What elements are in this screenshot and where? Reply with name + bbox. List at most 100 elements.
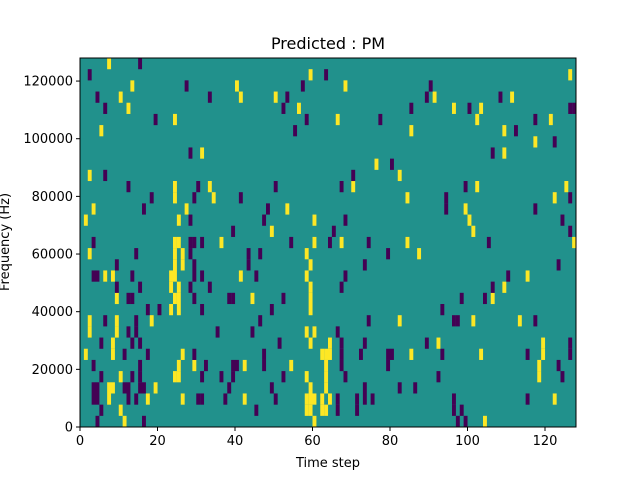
- heatmap-cell-high: [312, 393, 317, 405]
- heatmap-cell-high: [320, 348, 325, 360]
- heatmap-cell-low: [134, 248, 139, 260]
- heatmap-cell-low: [223, 393, 228, 405]
- heatmap-cell-high: [339, 236, 344, 249]
- heatmap-cell-low: [300, 80, 305, 92]
- heatmap-cell-low: [188, 248, 193, 260]
- heatmap-cell-high: [235, 80, 239, 92]
- heatmap-cell-high: [502, 281, 507, 293]
- heatmap-cell-high: [417, 248, 422, 260]
- heatmap-cell-high: [180, 393, 185, 405]
- heatmap-cell-low: [560, 371, 565, 383]
- heatmap-cell-low: [142, 415, 146, 428]
- heatmap-cell-low: [95, 91, 100, 103]
- heatmap-cell-high: [180, 248, 185, 260]
- heatmap-cell-low: [192, 348, 197, 360]
- heatmap-cell-high: [564, 181, 569, 193]
- heatmap-cell-low: [339, 337, 344, 349]
- heatmap-cell-high: [176, 304, 181, 316]
- heatmap-cell-low: [362, 393, 367, 405]
- heatmap-cell-high: [324, 348, 329, 360]
- heatmap-cell-low: [238, 192, 243, 204]
- heatmap-cell-low: [552, 136, 557, 148]
- heatmap-cell-low: [386, 359, 391, 372]
- heatmap-cell-low: [138, 359, 143, 372]
- heatmap-cell-high: [118, 371, 123, 383]
- heatmap-cell-high: [180, 348, 185, 360]
- heatmap-cell-high: [517, 315, 522, 327]
- heatmap-cell-low: [134, 393, 139, 405]
- heatmap-cell-high: [312, 214, 317, 226]
- heatmap-cell-high: [176, 292, 181, 305]
- heatmap-cell-low: [525, 393, 530, 405]
- heatmap-cell-low: [246, 259, 251, 271]
- heatmap-cell-low: [556, 359, 561, 372]
- heatmap-cell-low: [568, 225, 573, 237]
- y-tick-label: 40000: [32, 305, 73, 320]
- heatmap-cell-low: [390, 348, 394, 360]
- heatmap-cell-low: [339, 181, 344, 193]
- heatmap-cell-high: [552, 192, 557, 204]
- x-axis-label: Time step: [295, 456, 360, 471]
- heatmap-cell-low: [200, 236, 205, 249]
- heatmap-cell-high: [479, 102, 484, 114]
- y-axis-label: Frequency (Hz): [0, 193, 13, 291]
- heatmap-cell-low: [192, 292, 197, 305]
- heatmap-cell-high: [250, 292, 255, 305]
- heatmap-cell-high: [409, 125, 414, 137]
- heatmap-cell-high: [111, 270, 115, 282]
- heatmap-cell-low: [231, 371, 236, 383]
- heatmap-cell-low: [192, 236, 197, 249]
- heatmap-cell-high: [320, 404, 325, 416]
- heatmap-cell-high: [335, 113, 340, 126]
- heatmap-cell-low: [122, 348, 127, 360]
- heatmap-cell-low: [293, 125, 298, 137]
- heatmap-cell-low: [440, 348, 445, 360]
- heatmap-cell-high: [308, 404, 313, 416]
- heatmap-cell-high: [238, 91, 243, 103]
- heatmap-cell-low: [200, 371, 205, 383]
- heatmap-cell-high: [552, 393, 557, 405]
- heatmap-cell-high: [308, 337, 313, 349]
- heatmap-cell-low: [122, 382, 127, 394]
- heatmap-cell-low: [138, 382, 143, 394]
- heatmap-cell-high: [169, 304, 174, 316]
- heatmap-cell-low: [269, 304, 274, 316]
- heatmap-cell-high: [219, 236, 224, 249]
- heatmap-cell-low: [328, 236, 332, 249]
- heatmap-cell-high: [308, 304, 313, 316]
- heatmap-cell-low: [397, 382, 402, 394]
- heatmap-cell-low: [188, 214, 193, 226]
- heatmap-cell-high: [510, 91, 515, 103]
- heatmap-cell-high: [308, 393, 313, 405]
- heatmap-cell-low: [362, 382, 367, 394]
- heatmap-cell-low: [525, 348, 530, 360]
- heatmap-cell-low: [262, 348, 267, 360]
- heatmap-cell-high: [269, 225, 274, 237]
- heatmap-cell-low: [436, 371, 441, 383]
- heatmap-cell-low: [463, 415, 468, 428]
- heatmap-cell-low: [568, 337, 573, 349]
- heatmap-cell-low: [362, 259, 367, 271]
- heatmap-cell-low: [498, 91, 503, 103]
- heatmap-cell-low: [343, 371, 348, 383]
- heatmap-cell-high: [107, 58, 112, 70]
- heatmap-cell-low: [204, 359, 208, 372]
- heatmap-cell-high: [289, 359, 294, 372]
- heatmap-cell-high: [324, 359, 329, 372]
- heatmap-cell-low: [262, 359, 267, 372]
- heatmap-cell-high: [432, 91, 437, 103]
- heatmap-cell-low: [157, 304, 162, 316]
- heatmap-cell-high: [304, 270, 309, 282]
- heatmap-cell-low: [490, 147, 495, 159]
- heatmap-cell-low: [533, 113, 538, 126]
- heatmap-cell-low: [254, 404, 259, 416]
- heatmap-cell-low: [262, 214, 267, 226]
- heatmap-cell-high: [328, 393, 332, 405]
- heatmap-cell-low: [142, 382, 146, 394]
- heatmap-cell-high: [153, 382, 158, 394]
- heatmap-cell-low: [281, 292, 286, 305]
- heatmap-cell-low: [99, 371, 104, 383]
- heatmap-cell-low: [103, 102, 108, 114]
- x-tick-label: 60: [304, 434, 321, 449]
- heatmap-cell-high: [324, 382, 329, 394]
